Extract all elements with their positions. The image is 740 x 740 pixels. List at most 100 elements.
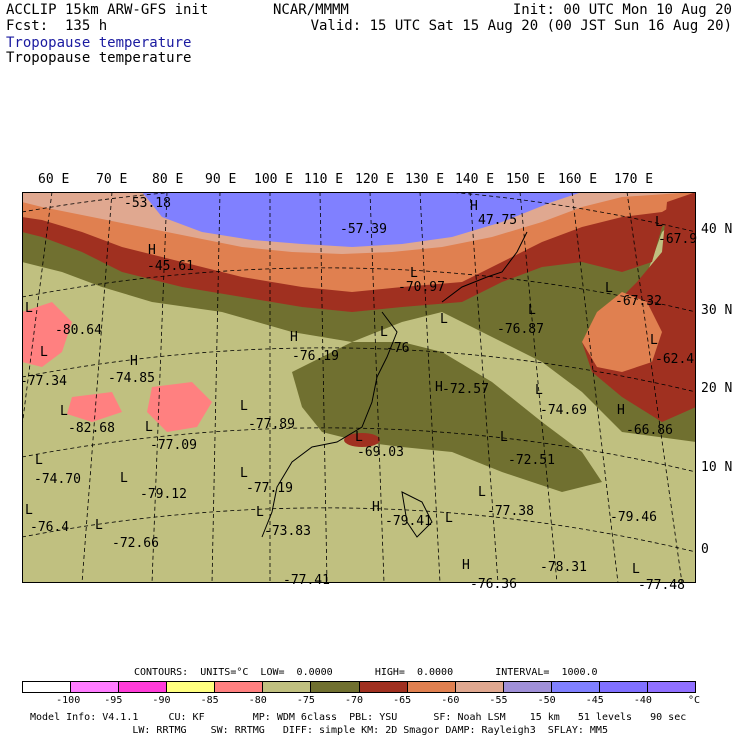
low-marker: L xyxy=(25,503,33,518)
contour-value-label: 47.75 xyxy=(478,213,518,228)
field-name-primary: Tropopause temperature xyxy=(6,35,192,51)
colorbar-swatch xyxy=(359,682,408,692)
central-band-70 xyxy=(292,342,602,492)
contour-value-label: -74.69 xyxy=(540,403,587,418)
low-marker: L xyxy=(380,325,388,340)
low-marker: L xyxy=(528,303,536,318)
lon-label: 150 E xyxy=(506,172,546,187)
colorbar-swatch xyxy=(167,682,216,692)
warm-spot xyxy=(344,433,380,447)
low-marker: L xyxy=(478,485,486,500)
colorbar-label: -95 xyxy=(104,695,123,706)
colorbar xyxy=(22,681,696,693)
contour-value-label: -72.66 xyxy=(112,536,159,551)
contour-value-label: -72.57 xyxy=(442,382,489,397)
high-marker: H xyxy=(290,330,298,345)
east-band-60 xyxy=(582,292,662,372)
meridian-lines xyxy=(22,192,683,583)
contour-value-label: -79.12 xyxy=(140,487,187,502)
colorbar-label: -65 xyxy=(393,695,412,706)
contour-value-label: -76.19 xyxy=(292,349,339,364)
field-name-secondary: Tropopause temperature xyxy=(6,50,192,66)
tropopause-temperature-map xyxy=(22,192,696,583)
low-marker: L xyxy=(256,505,264,520)
colorbar-label: -55 xyxy=(489,695,508,706)
colorbar-label: -45 xyxy=(585,695,604,706)
colorbar-label: -40 xyxy=(633,695,652,706)
colorbar-label: °C xyxy=(688,695,701,706)
low-marker: L xyxy=(440,312,448,327)
contour-value-label: -82.68 xyxy=(68,421,115,436)
colorbar-swatch xyxy=(311,682,360,692)
contour-value-label: -74.70 xyxy=(34,472,81,487)
contour-value-label: -66.86 xyxy=(626,423,673,438)
lat-label: 20 N xyxy=(701,381,733,396)
colorbar-swatch xyxy=(648,682,696,692)
low-marker: L xyxy=(605,281,613,296)
high-marker: H xyxy=(617,403,625,418)
colorbar-swatch xyxy=(503,682,552,692)
high-marker: H xyxy=(462,558,470,573)
low-marker: L xyxy=(650,333,658,348)
contour-value-label: -73.83 xyxy=(264,524,311,539)
contour-value-label: -76 xyxy=(386,341,410,356)
low-marker: L xyxy=(535,383,543,398)
lon-label: 80 E xyxy=(152,172,184,187)
model-title: ACCLIP 15km ARW-GFS init xyxy=(6,2,209,18)
contour-value-label: -76.4 xyxy=(30,520,70,535)
colorbar-swatch xyxy=(71,682,120,692)
contour-value-label: -76.87 xyxy=(497,322,544,337)
contour-value-label: -70.97 xyxy=(398,280,445,295)
high-marker: H xyxy=(435,380,443,395)
lon-label: 60 E xyxy=(38,172,70,187)
model-info-line2: LW: RRTMG SW: RRTMG DIFF: simple KM: 2D … xyxy=(30,725,608,736)
cold-patch-central xyxy=(147,382,212,432)
colorbar-label: -60 xyxy=(441,695,460,706)
colorbar-title: CONTOURS: UNITS=°C LOW= 0.0000 HIGH= 0.0… xyxy=(134,667,598,678)
lon-label: 130 E xyxy=(405,172,445,187)
low-marker: L xyxy=(95,518,103,533)
low-marker: L xyxy=(145,420,153,435)
low-marker: L xyxy=(240,399,248,414)
contour-value-label: -62.4 xyxy=(655,352,695,367)
coastlines xyxy=(261,231,528,538)
contour-value-label: -67.32 xyxy=(615,294,662,309)
contour-value-label: -77.41 xyxy=(283,573,330,588)
model-info-line1: Model Info: V4.1.1 CU: KF MP: WDM 6class… xyxy=(30,712,687,723)
forecast-hour: Fcst: 135 h xyxy=(6,18,108,34)
contour-value-label: -80.64 xyxy=(55,323,102,338)
lon-label: 140 E xyxy=(455,172,495,187)
band-50 xyxy=(142,192,582,247)
contour-value-label: -77.09 xyxy=(150,438,197,453)
low-marker: L xyxy=(410,266,418,281)
lon-label: 90 E xyxy=(205,172,237,187)
contour-value-label: -69.03 xyxy=(357,445,404,460)
contour-value-label: -79.46 xyxy=(610,510,657,525)
colorbar-label: -90 xyxy=(152,695,171,706)
contour-value-label: -57.39 xyxy=(340,222,387,237)
colorbar-swatch xyxy=(455,682,504,692)
valid-time: Valid: 15 UTC Sat 15 Aug 20 (00 JST Sun … xyxy=(310,18,732,34)
contour-value-label: -53.18 xyxy=(124,196,171,211)
colorbar-label: -70 xyxy=(345,695,364,706)
lat-label: 0 xyxy=(701,542,709,557)
contour-value-label: -77.38 xyxy=(487,504,534,519)
colorbar-label: -50 xyxy=(537,695,556,706)
colorbar-label: -75 xyxy=(296,695,315,706)
high-marker: H xyxy=(372,500,380,515)
low-marker: L xyxy=(60,404,68,419)
contour-value-label: -77.19 xyxy=(246,481,293,496)
center-label: NCAR/MMMM xyxy=(273,2,349,18)
contour-value-label: -67.9 xyxy=(658,232,698,247)
colorbar-swatch xyxy=(23,682,72,692)
lon-label: 110 E xyxy=(304,172,344,187)
contour-value-label: -77.48 xyxy=(638,578,685,593)
high-marker: H xyxy=(130,354,138,369)
init-time: Init: 00 UTC Mon 10 Aug 20 xyxy=(512,2,732,18)
colorbar-label: -85 xyxy=(200,695,219,706)
lon-label: 120 E xyxy=(355,172,395,187)
contour-value-label: -72.51 xyxy=(508,453,555,468)
colorbar-swatch xyxy=(599,682,649,692)
contour-value-label: -78.31 xyxy=(540,560,587,575)
lon-label: 160 E xyxy=(558,172,598,187)
